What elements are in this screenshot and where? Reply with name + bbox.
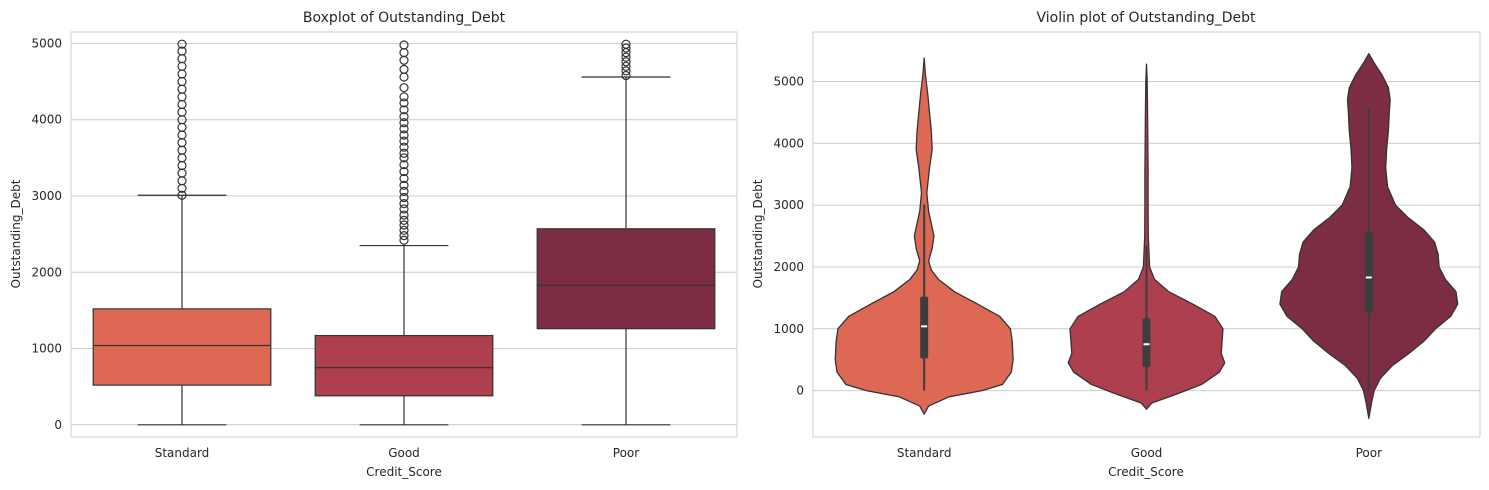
outlier-point-good	[399, 231, 409, 241]
violin-y-tick-label: 2000	[773, 260, 804, 274]
violin-x-tick-label: Poor	[1356, 446, 1382, 460]
outlier-point-standard	[177, 39, 187, 49]
violin-y-tick-label: 1000	[773, 322, 804, 336]
outlier-point-poor	[621, 66, 631, 76]
outlier-point-good	[399, 130, 409, 140]
boxplot-y-axis-label: Outstanding_Debt	[9, 179, 23, 288]
outlier-point-good	[399, 192, 409, 203]
boxplot-y-tick-label: 0	[54, 418, 62, 432]
outlier-point-good	[399, 166, 409, 177]
boxplot-x-tick-label: Standard	[155, 446, 210, 460]
outlier-point-good	[399, 124, 409, 134]
outlier-point-poor	[621, 43, 631, 53]
outlier-point-good	[399, 204, 409, 214]
boxplot-x-ticks: Standard Good Poor	[155, 446, 640, 460]
outlier-point-good	[399, 173, 409, 184]
boxplot-marks	[92, 39, 716, 426]
outlier-point-good	[399, 64, 409, 74]
outlier-point-good	[399, 142, 409, 152]
boxplot-x-tick-label: Poor	[613, 446, 639, 460]
outlier-point-good	[399, 40, 409, 50]
outlier-point-good	[399, 235, 409, 245]
boxplot-y-tick-label: 1000	[31, 342, 62, 356]
boxplot-y-tick-label: 2000	[31, 265, 62, 279]
violin-y-ticks: 0 1000 2000 3000 4000 5000	[773, 74, 804, 397]
violin-title: Violin plot of Outstanding_Debt	[1037, 10, 1256, 26]
outlier-point-poor	[621, 61, 631, 71]
outlier-point-good	[399, 98, 409, 108]
boxplot-x-axis-label: Credit_Score	[366, 465, 442, 479]
violin-y-tick-label: 4000	[773, 136, 804, 150]
boxplot-y-tick-label: 4000	[31, 113, 62, 127]
violin-marks	[834, 52, 1459, 420]
violin-y-tick-label: 5000	[773, 74, 804, 88]
outlier-point-good	[399, 153, 409, 163]
outlier-point-good	[399, 180, 409, 190]
boxplot-y-ticks: 0 1000 2000 3000 4000 5000	[31, 36, 62, 431]
outlier-point-good	[399, 148, 409, 158]
outlier-point-poor	[621, 39, 631, 49]
outlier-point-good	[399, 199, 409, 209]
outlier-point-poor	[621, 57, 631, 67]
outlier-point-poor	[621, 70, 631, 81]
outlier-point-poor	[621, 52, 631, 62]
outlier-point-good	[399, 215, 409, 225]
boxplot-y-tick-label: 3000	[31, 189, 62, 203]
violin-x-tick-label: Good	[1131, 446, 1163, 460]
violin-body-good	[1067, 63, 1226, 410]
violin-iqr-box-good	[1142, 318, 1151, 368]
box-standard	[92, 308, 272, 386]
outlier-point-good	[399, 118, 409, 128]
violin-x-tick-label: Standard	[897, 446, 952, 460]
box-poor	[536, 228, 716, 330]
boxplot-y-tick-label: 5000	[31, 36, 62, 50]
boxplot-x-tick-label: Good	[388, 446, 420, 460]
outlier-point-good	[399, 220, 409, 230]
outlier-point-good	[399, 186, 409, 197]
violin-x-axis-label: Credit_Score	[1108, 465, 1184, 479]
outlier-point-good	[399, 83, 409, 93]
violin-panel: 0 1000 2000 3000 4000 5000 Standard Good Poor V…	[751, 10, 1481, 479]
violin-iqr-box-poor	[1364, 231, 1373, 313]
boxplot-title: Boxplot of Outstanding_Debt	[303, 10, 506, 26]
outlier-point-good	[399, 210, 409, 220]
outlier-point-good	[399, 136, 409, 146]
box-good	[314, 334, 494, 397]
outlier-point-good	[399, 225, 409, 235]
violin-x-ticks: Standard Good Poor	[897, 446, 1382, 460]
outlier-point-good	[399, 160, 409, 170]
outlier-point-standard	[177, 190, 187, 200]
boxplot-panel: 0 1000 2000 3000 4000 5000 Standard Good Poor B…	[9, 10, 738, 479]
violin-iqr-box-standard	[920, 296, 929, 359]
violin-y-axis-label: Outstanding_Debt	[751, 179, 765, 288]
outlier-point-good	[399, 92, 409, 102]
outlier-point-good	[399, 112, 409, 122]
outlier-point-standard	[177, 46, 187, 56]
violin-y-tick-label: 3000	[773, 198, 804, 212]
outlier-point-good	[399, 105, 409, 115]
violin-y-tick-label: 0	[796, 384, 804, 398]
